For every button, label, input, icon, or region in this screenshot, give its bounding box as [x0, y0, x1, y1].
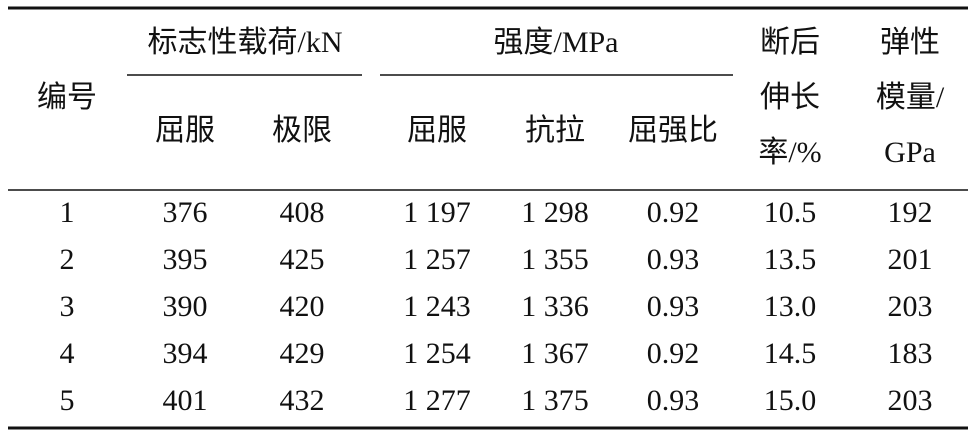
header-cell: 屈强比: [628, 114, 718, 147]
table-cell: 425: [280, 243, 325, 276]
table-cell: 401: [163, 384, 208, 417]
table-cell: 13.5: [764, 243, 817, 276]
table-cell: 1 355: [521, 243, 589, 276]
header-cell: 伸长: [760, 81, 820, 114]
table-cell: 429: [280, 337, 325, 370]
group-header: 标志性载荷/kN: [148, 26, 343, 59]
header-cell: 屈服: [155, 114, 215, 147]
table-cell: 408: [280, 196, 325, 229]
table-cell: 394: [163, 337, 208, 370]
table-cell: 1 367: [521, 337, 589, 370]
table-cell: 0.92: [647, 337, 700, 370]
header-cell: 断后: [760, 26, 820, 59]
table-cell: 0.93: [647, 243, 700, 276]
table-cell: 15.0: [764, 384, 817, 417]
header-cell: 编号: [37, 81, 97, 114]
table-cell: 1 257: [403, 243, 471, 276]
table-cell: 432: [280, 384, 325, 417]
table-cell: 1 197: [403, 196, 471, 229]
header-cell: 弹性: [880, 26, 940, 59]
table-cell: 5: [60, 384, 75, 417]
header-cell: 模量/: [876, 81, 945, 114]
table-cell: 1: [60, 196, 75, 229]
table-cell: 395: [163, 243, 208, 276]
header-cell: 极限: [272, 114, 332, 147]
table-cell: 13.0: [764, 290, 817, 323]
table-cell: 2: [60, 243, 75, 276]
table-cell: 183: [888, 337, 933, 370]
table-cell: 203: [888, 290, 933, 323]
table-cell: 3: [60, 290, 75, 323]
header-cell: GPa: [884, 136, 936, 169]
table-cell: 4: [60, 337, 75, 370]
table-cell: 1 243: [403, 290, 471, 323]
table-cell: 376: [163, 196, 208, 229]
table-cell: 10.5: [764, 196, 817, 229]
table-cell: 0.93: [647, 290, 700, 323]
table-cell: 0.93: [647, 384, 700, 417]
table-cell: 390: [163, 290, 208, 323]
table-cell: 1 254: [403, 337, 471, 370]
table-cell: 0.92: [647, 196, 700, 229]
table-cell: 201: [888, 243, 933, 276]
table-cell: 1 298: [521, 196, 589, 229]
table-cell: 420: [280, 290, 325, 323]
table-cell: 14.5: [764, 337, 817, 370]
header-cell: 抗拉: [525, 114, 585, 147]
table-cell: 1 277: [403, 384, 471, 417]
header-cell: 屈服: [407, 114, 467, 147]
table-cell: 192: [888, 196, 933, 229]
table-cell: 203: [888, 384, 933, 417]
table-cell: 1 336: [521, 290, 589, 323]
header-cell: 率/%: [758, 136, 821, 169]
group-header: 强度/MPa: [493, 26, 618, 59]
table-cell: 1 375: [521, 384, 589, 417]
